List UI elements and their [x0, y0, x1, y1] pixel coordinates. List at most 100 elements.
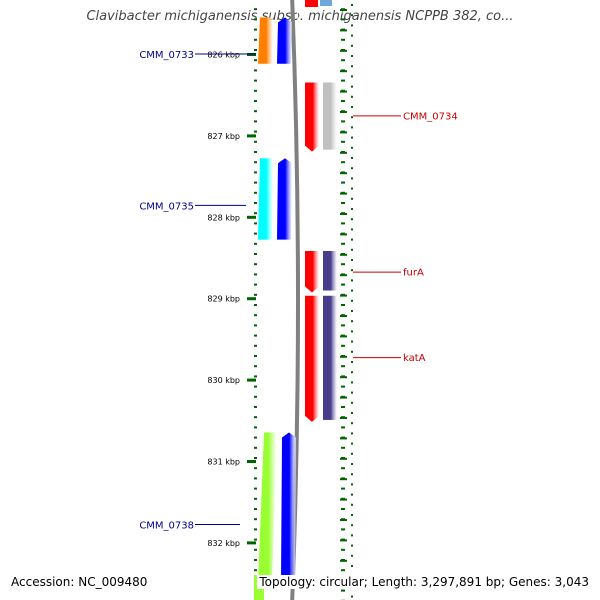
gene-arrow	[305, 82, 319, 152]
scale-tick-label: 828 kbp	[207, 213, 240, 222]
gene-block	[323, 82, 337, 150]
gene-kata[interactable]	[305, 295, 337, 422]
gene-block	[323, 295, 337, 420]
track-dash	[254, 528, 257, 531]
track-dot	[351, 4, 353, 6]
gene-label[interactable]: CMM_0735	[139, 201, 194, 212]
track-dot	[351, 340, 353, 343]
track-dot	[351, 157, 353, 159]
track-dot	[351, 534, 353, 537]
gene-arrow	[277, 17, 292, 64]
partial-gene-top	[305, 0, 318, 7]
track-dash	[341, 344, 345, 347]
track-dash-major	[340, 111, 347, 113]
track-dot	[351, 167, 353, 170]
track-dash	[254, 130, 257, 133]
track-dot	[351, 493, 353, 496]
track-dash	[254, 467, 257, 470]
track-dash	[254, 304, 257, 306]
track-dash	[254, 487, 257, 490]
track-dash	[254, 191, 257, 194]
track-dot	[351, 248, 353, 251]
track-dash-major	[340, 539, 347, 542]
track-dot	[351, 524, 353, 527]
gene-block	[258, 158, 273, 240]
track-dot	[351, 269, 353, 272]
track-dash	[254, 293, 257, 296]
track-dot	[351, 238, 353, 241]
track-dot	[351, 544, 353, 547]
track-dash	[254, 426, 257, 429]
track-dot	[351, 65, 353, 68]
gene-label[interactable]: furA	[403, 268, 424, 279]
gene-labels: CMM_0733 CMM_0734 CMM_0735 furA katA CMM_0738	[139, 50, 457, 531]
gene-arrow	[305, 295, 319, 422]
gene-cmm-0735[interactable]	[258, 158, 292, 240]
partial-gene-top	[320, 0, 332, 6]
track-dash-major	[340, 396, 347, 399]
track-dash	[254, 100, 257, 102]
scale-tick-label: 826 kbp	[207, 51, 240, 60]
track-dash	[341, 589, 345, 592]
scale-tick	[247, 215, 256, 219]
track-dash	[341, 79, 345, 82]
backbone-highlight	[296, 0, 304, 600]
gene-arrow	[281, 432, 296, 584]
track-dot	[351, 55, 353, 57]
track-dot	[351, 136, 353, 139]
track-dash	[341, 385, 345, 388]
track-dot	[351, 371, 353, 374]
gene-cmm-0733[interactable]	[258, 17, 292, 64]
track-dash	[341, 59, 345, 62]
gene-label[interactable]: katA	[403, 353, 426, 364]
track-dash	[341, 467, 345, 470]
track-dash	[341, 18, 345, 21]
track-dash	[254, 49, 257, 51]
track-dash	[254, 232, 257, 235]
track-dot	[351, 412, 353, 414]
track-dash	[254, 161, 257, 164]
track-dot	[351, 422, 353, 425]
track-dash-major	[340, 213, 347, 215]
track-dash	[254, 508, 257, 510]
track-dash	[254, 395, 257, 398]
gene-cmm-0734[interactable]	[305, 82, 337, 152]
track-dash	[254, 538, 257, 541]
track-dot	[351, 432, 353, 435]
track-dot	[351, 75, 353, 78]
accession-text: Accession: NC_009480	[9, 575, 150, 589]
track-dash	[341, 120, 345, 123]
track-dash-major	[340, 294, 347, 297]
track-dash	[254, 181, 257, 184]
track-dot	[351, 208, 353, 210]
track-dot	[351, 391, 353, 394]
gene-fura[interactable]	[305, 250, 337, 293]
gene-label[interactable]: CMM_0738	[139, 520, 194, 531]
track-dash	[254, 324, 257, 327]
gene-label[interactable]: CMM_0733	[139, 50, 194, 61]
track-dot	[351, 44, 353, 47]
track-dash-major	[340, 519, 347, 521]
track-dot	[351, 595, 353, 598]
track-dash-major	[340, 49, 347, 52]
track-dot	[351, 463, 353, 465]
track-dash	[254, 416, 257, 419]
track-dot	[351, 187, 353, 190]
gene-label[interactable]: CMM_0734	[403, 111, 458, 122]
track-dash	[341, 242, 345, 245]
track-dot	[351, 126, 353, 129]
track-dash	[341, 100, 345, 102]
track-dot	[351, 514, 353, 516]
scale-tick-label: 832 kbp	[207, 539, 240, 548]
gene-cmm-0738[interactable]	[258, 432, 296, 584]
track-dot	[351, 503, 353, 506]
track-dash	[341, 161, 345, 164]
track-dot	[351, 565, 353, 567]
track-dash-major	[340, 559, 347, 562]
scale-tick-label: 830 kbp	[207, 376, 240, 385]
track-dot	[351, 146, 353, 149]
scale-tick-label: 831 kbp	[207, 458, 240, 467]
track-dash	[254, 89, 257, 92]
track-dot	[351, 116, 353, 119]
